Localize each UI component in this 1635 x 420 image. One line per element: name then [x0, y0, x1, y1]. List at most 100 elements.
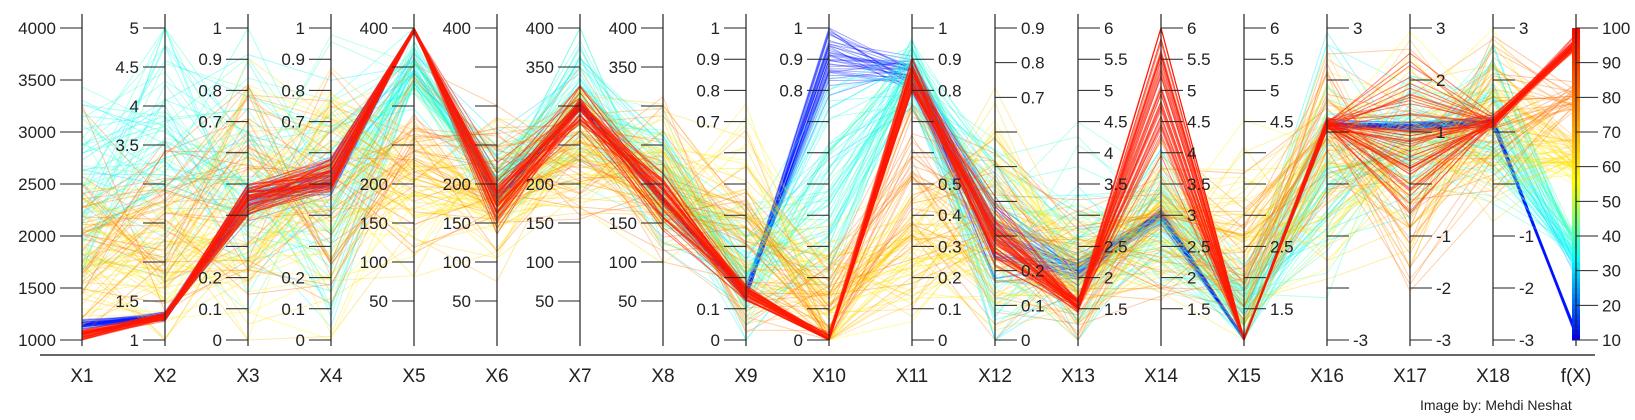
- axis-label-X10: X10: [812, 366, 846, 387]
- tick-label: 0.1: [938, 300, 962, 319]
- axis-label-X9: X9: [734, 366, 757, 387]
- tick-label: -3: [1519, 331, 1534, 350]
- tick-label: 5: [1187, 81, 1196, 100]
- tick-label: 0: [1021, 331, 1030, 350]
- tick-label: 0.9: [281, 50, 305, 69]
- axis-label-X17: X17: [1393, 366, 1427, 387]
- tick-label: 3: [1353, 19, 1362, 38]
- tick-label: 4: [1187, 144, 1196, 163]
- tick-label: 350: [526, 58, 554, 77]
- tick-label: -3: [1436, 331, 1451, 350]
- tick-label: 6: [1104, 19, 1113, 38]
- tick-label: 100: [1602, 19, 1630, 38]
- image-credit: Image by: Mehdi Neshat: [1420, 397, 1572, 413]
- tick-label: 10: [1602, 331, 1621, 350]
- tick-label: 70: [1602, 123, 1621, 142]
- tick-label: 4: [130, 97, 139, 116]
- tick-label: 0.7: [1021, 88, 1045, 107]
- tick-label: 6: [1270, 19, 1279, 38]
- tick-label: 400: [443, 19, 471, 38]
- tick-label: 0.8: [696, 81, 720, 100]
- tick-label: 0.9: [938, 50, 962, 69]
- tick-label: 0: [938, 331, 947, 350]
- tick-label: 1: [794, 19, 803, 38]
- tick-label: 1000: [18, 331, 56, 350]
- tick-label: 0.2: [198, 269, 222, 288]
- tick-label: 0.2: [1021, 262, 1045, 281]
- tick-label: -2: [1436, 279, 1451, 298]
- tick-label: 100: [609, 253, 637, 272]
- tick-label: 400: [526, 19, 554, 38]
- tick-label: 3000: [18, 123, 56, 142]
- tick-label: 150: [360, 214, 388, 233]
- tick-label: 5.5: [1104, 50, 1128, 69]
- tick-label: 200: [526, 175, 554, 194]
- axis-label-X4: X4: [319, 366, 343, 387]
- axis-label-X13: X13: [1061, 366, 1095, 387]
- tick-label: 150: [443, 214, 471, 233]
- tick-label: 100: [526, 253, 554, 272]
- tick-label: 0: [711, 331, 720, 350]
- axis-label-X15: X15: [1227, 366, 1261, 387]
- tick-label: 1: [1436, 123, 1445, 142]
- axis-label-X1: X1: [70, 366, 93, 387]
- tick-label: 2: [1436, 71, 1445, 90]
- axis-label-X12: X12: [978, 366, 1012, 387]
- tick-label: 80: [1602, 88, 1621, 107]
- tick-label: 200: [443, 175, 471, 194]
- tick-label: 90: [1602, 54, 1621, 73]
- tick-label: 0.9: [1021, 19, 1045, 38]
- axis-label-X8: X8: [651, 366, 674, 387]
- tick-label: 0.7: [696, 113, 720, 132]
- tick-label: 4.5: [115, 58, 139, 77]
- tick-label: 1: [130, 331, 139, 350]
- tick-label: 5: [1104, 81, 1113, 100]
- tick-label: 0.7: [281, 113, 305, 132]
- tick-label: 50: [369, 292, 388, 311]
- tick-label: 0.2: [281, 269, 305, 288]
- axis-label-X5: X5: [402, 366, 425, 387]
- tick-label: 30: [1602, 262, 1621, 281]
- tick-label: 4: [1104, 144, 1113, 163]
- tick-label: 2: [1187, 269, 1196, 288]
- tick-label: 1.5: [1270, 300, 1294, 319]
- tick-label: 2500: [18, 175, 56, 194]
- tick-label: 1.5: [1187, 300, 1211, 319]
- tick-label: 40: [1602, 227, 1621, 246]
- tick-label: 2000: [18, 227, 56, 246]
- tick-label: 0.7: [198, 113, 222, 132]
- tick-label: 3.5: [1187, 175, 1211, 194]
- tick-label: 50: [452, 292, 471, 311]
- tick-label: 5.5: [1270, 50, 1294, 69]
- tick-label: 5.5: [1187, 50, 1211, 69]
- tick-label: 6: [1187, 19, 1196, 38]
- tick-label: 1: [711, 19, 720, 38]
- tick-label: 3500: [18, 71, 56, 90]
- axis-label-X6: X6: [485, 366, 508, 387]
- tick-label: 0.8: [281, 81, 305, 100]
- tick-label: 5: [1270, 81, 1279, 100]
- tick-label: 200: [360, 175, 388, 194]
- axis-label-X2: X2: [153, 366, 176, 387]
- tick-label: 0: [213, 331, 222, 350]
- tick-label: 3.5: [1104, 175, 1128, 194]
- tick-label: 1: [296, 19, 305, 38]
- tick-label: 1.5: [1104, 300, 1128, 319]
- tick-label: 0.1: [696, 300, 720, 319]
- tick-label: 0.2: [938, 269, 962, 288]
- tick-label: 1: [938, 19, 947, 38]
- tick-label: 1.5: [115, 292, 139, 311]
- axes-layer: 1000150020002500300035004000X111.53.544.…: [18, 14, 1630, 387]
- tick-label: 0.1: [1021, 296, 1045, 315]
- tick-label: 150: [526, 214, 554, 233]
- axis-label-X18: X18: [1476, 366, 1510, 387]
- tick-label: 0.8: [1021, 54, 1045, 73]
- tick-label: 3: [1187, 206, 1196, 225]
- tick-label: 20: [1602, 296, 1621, 315]
- tick-label: 2: [1104, 269, 1113, 288]
- tick-label: 150: [609, 214, 637, 233]
- tick-label: 0.8: [779, 81, 803, 100]
- axis-label-X14: X14: [1144, 366, 1178, 387]
- tick-label: 2.5: [1270, 237, 1294, 256]
